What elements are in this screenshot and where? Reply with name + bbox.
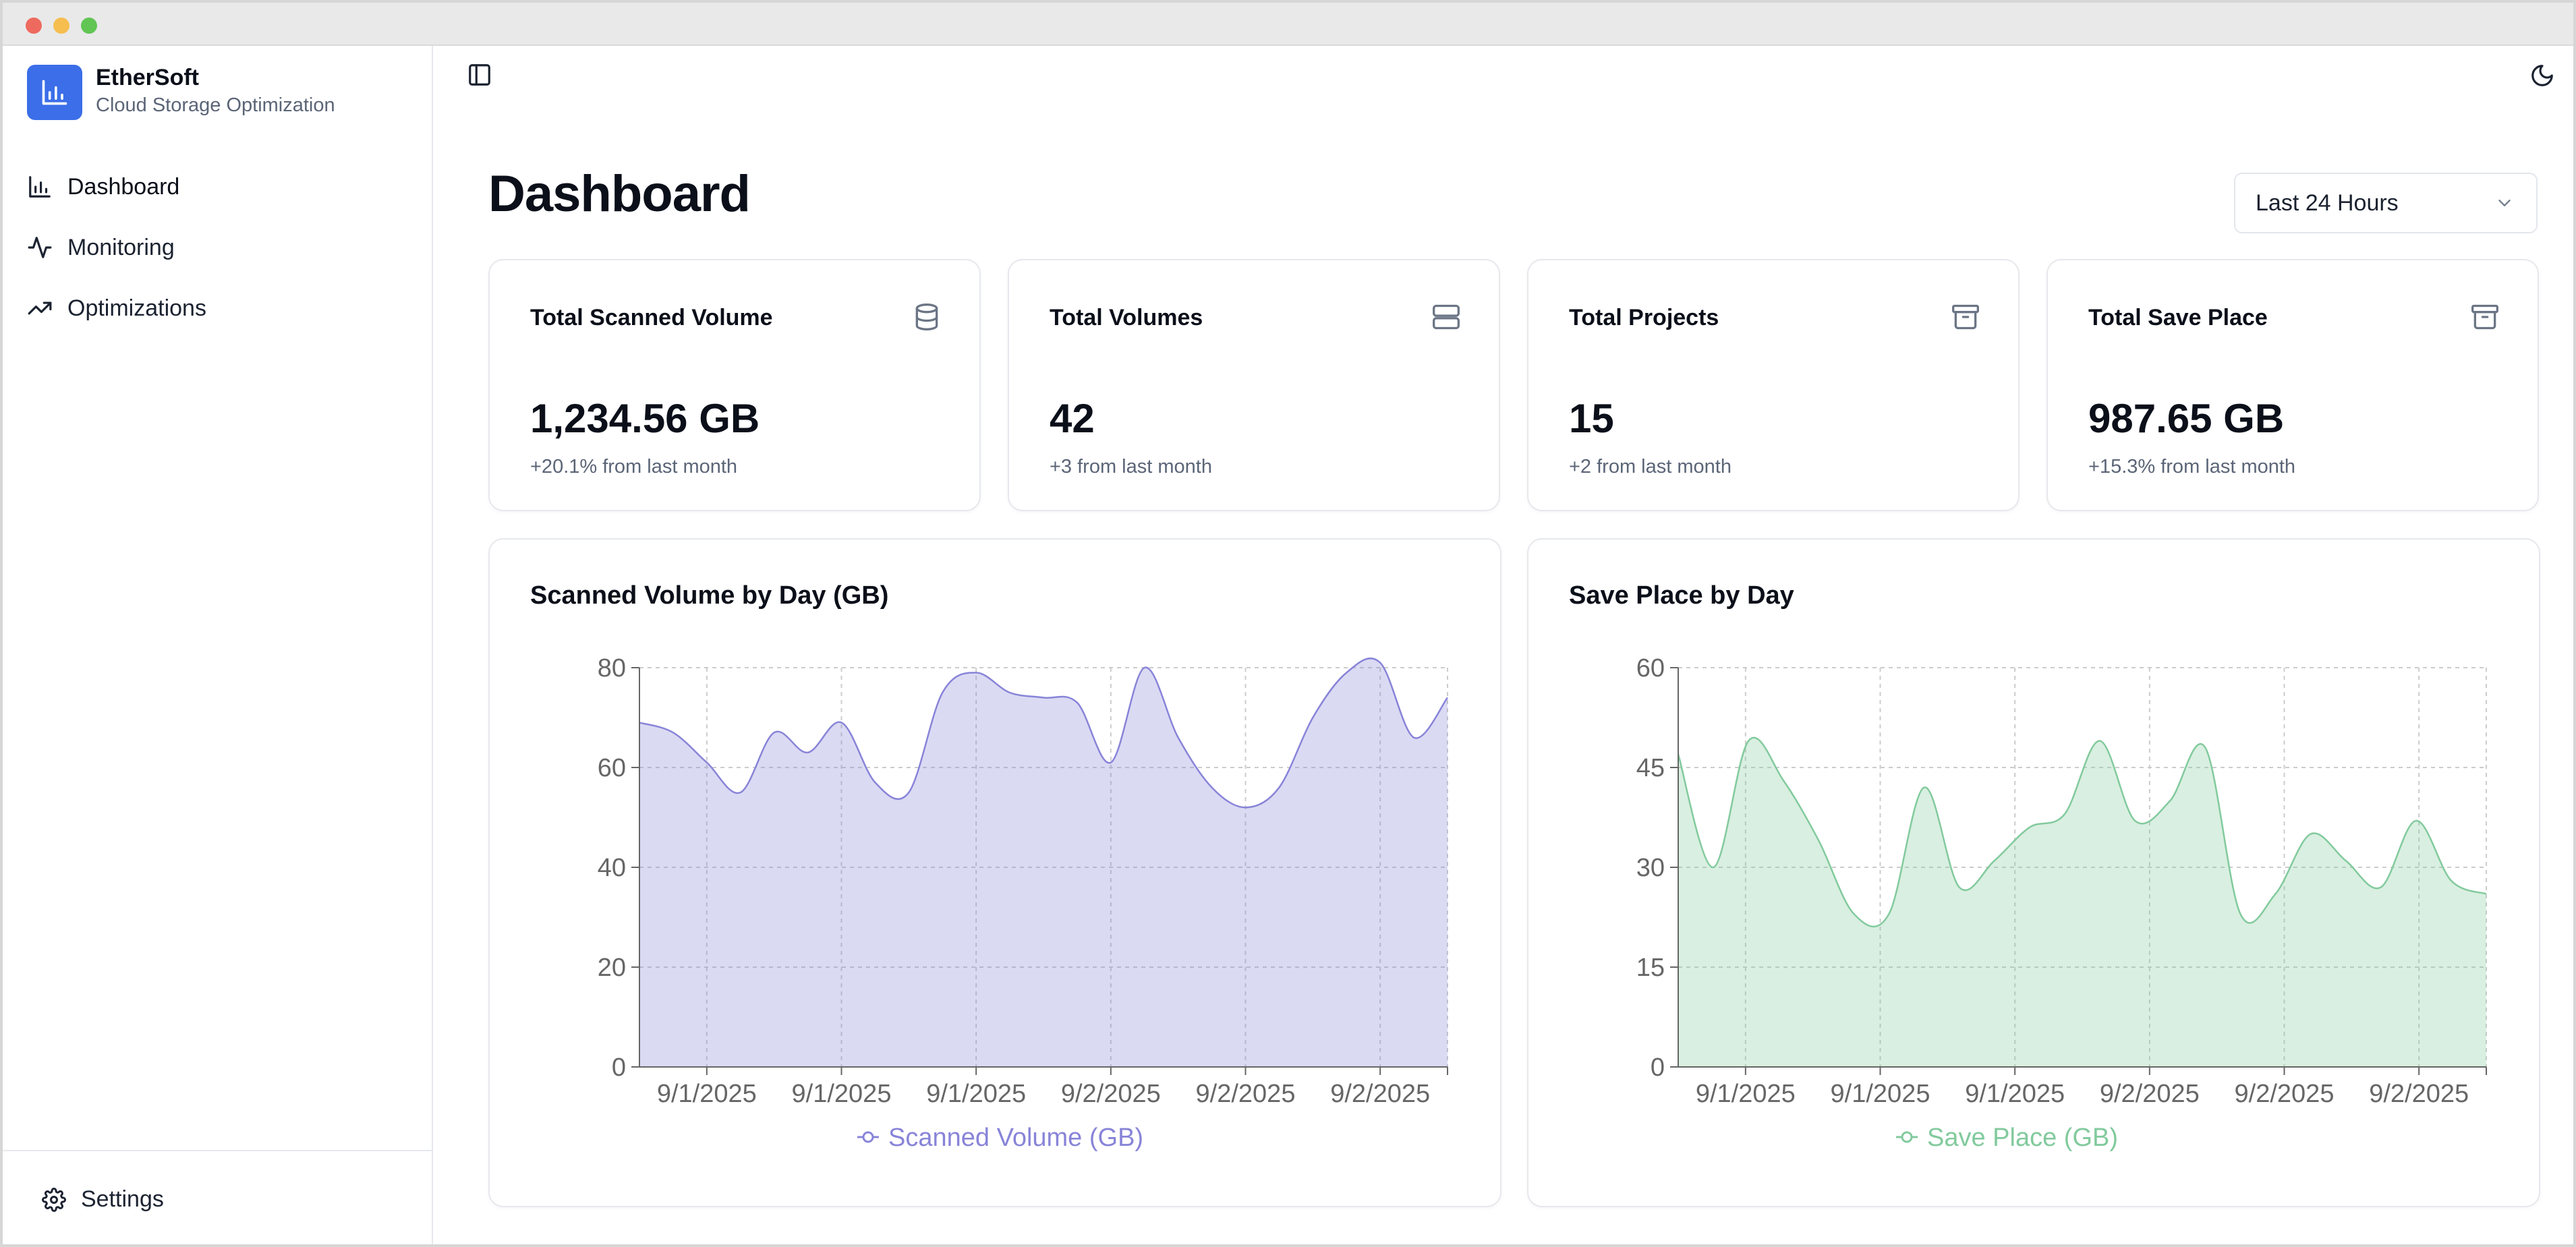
- sidebar-toggle-button[interactable]: [463, 58, 496, 92]
- archive-icon: [1952, 304, 1979, 330]
- series-area: [639, 658, 1448, 1067]
- y-tick-label: 30: [1636, 854, 1665, 882]
- stat-value: 15: [1569, 396, 1614, 441]
- y-tick-label: 0: [612, 1053, 626, 1082]
- y-tick-label: 20: [598, 954, 626, 982]
- chart-card-save-place: Save Place by Day 0 15 30 45 60 9/1/2025 9/1/2…: [1527, 538, 2540, 1207]
- y-tick-label: 60: [598, 754, 626, 782]
- x-tick-label: 9/1/2025: [792, 1080, 892, 1108]
- chart-grid: [639, 667, 1448, 1067]
- stat-title: Total Save Place: [2088, 305, 2268, 330]
- chart-card-scanned-volume: Scanned Volume by Day (GB) 0 20 40 60 80 9/1/…: [488, 538, 1501, 1207]
- sidebar-toggle-icon: [469, 64, 490, 86]
- sidebar-item-monitoring[interactable]: Monitoring: [27, 224, 405, 271]
- database-icon: [915, 303, 938, 330]
- x-tick-label: 9/2/2025: [2235, 1080, 2335, 1108]
- stat-change: +3 from last month: [1050, 456, 1212, 477]
- sidebar-item-label: Dashboard: [67, 173, 180, 200]
- x-tick-label: 9/2/2025: [2100, 1080, 2200, 1108]
- moon-icon: [2531, 65, 2553, 86]
- window-titlebar: [3, 3, 2573, 46]
- settings-label: Settings: [81, 1186, 164, 1212]
- x-tick-label: 9/1/2025: [1965, 1080, 2065, 1108]
- legend-marker: [862, 1131, 874, 1143]
- stat-title: Total Volumes: [1050, 305, 1203, 330]
- y-tick-label: 45: [1636, 754, 1665, 782]
- archive-icon: [2471, 304, 2498, 330]
- time-range-select[interactable]: Last 24 Hours: [2234, 173, 2538, 233]
- chart-legend: Scanned Volume (GB): [857, 1124, 1143, 1152]
- x-tick-label: 9/2/2025: [1330, 1080, 1430, 1108]
- x-tick-label: 9/1/2025: [657, 1080, 757, 1108]
- bar-chart-icon: [42, 80, 67, 105]
- sidebar-item-label: Optimizations: [67, 295, 206, 321]
- stat-card-total-save-place: Total Save Place 987.65 GB +15.3% from l…: [2047, 259, 2539, 511]
- time-range-value: Last 24 Hours: [2256, 190, 2399, 216]
- sidebar-footer: Settings: [3, 1150, 432, 1244]
- stat-card-total-scanned-volume: Total Scanned Volume 1,234.56 GB +20.1% …: [488, 259, 981, 511]
- brand-logo: [27, 65, 82, 120]
- series-line: [639, 658, 1449, 809]
- stat-card-total-volumes: Total Volumes 42 +3 from last month: [1008, 259, 1500, 511]
- minimize-window-button[interactable]: [53, 18, 69, 34]
- stat-value: 42: [1050, 396, 1095, 441]
- chart-title: Scanned Volume by Day (GB): [530, 581, 889, 610]
- theme-toggle-button[interactable]: [2523, 57, 2561, 94]
- stat-card-total-projects: Total Projects 15 +2 from last month: [1527, 259, 2020, 511]
- trending-up-icon: [28, 301, 52, 315]
- chart-grid: [1678, 667, 2487, 1067]
- y-tick-label: 0: [1651, 1053, 1665, 1082]
- sidebar-item-dashboard[interactable]: Dashboard: [27, 163, 405, 210]
- legend-marker: [1901, 1131, 1913, 1143]
- x-tick-label: 9/1/2025: [1831, 1080, 1930, 1108]
- activity-icon: [28, 237, 52, 258]
- x-tick-label: 9/2/2025: [2369, 1080, 2469, 1108]
- series-line: [1677, 736, 2487, 928]
- x-tick-label: 9/2/2025: [1196, 1080, 1296, 1108]
- close-window-button[interactable]: [26, 18, 42, 34]
- server-icon: [1433, 304, 1460, 330]
- bar-chart-icon: [29, 176, 51, 198]
- y-tick-label: 15: [1636, 954, 1665, 982]
- chevron-down-icon: [2498, 200, 2511, 206]
- x-tick-label: 9/1/2025: [1696, 1080, 1796, 1108]
- stat-change: +15.3% from last month: [2088, 456, 2296, 477]
- stat-change: +20.1% from last month: [530, 456, 738, 477]
- maximize-window-button[interactable]: [81, 18, 97, 34]
- stat-change: +2 from last month: [1569, 456, 1731, 477]
- legend-label: Save Place (GB): [1927, 1124, 2118, 1152]
- main-content: Dashboard Last 24 Hours Total Scanned Vo…: [434, 46, 2573, 1244]
- x-tick-label: 9/1/2025: [926, 1080, 1026, 1108]
- gear-icon: [42, 1187, 66, 1212]
- stat-value: 987.65 GB: [2088, 396, 2285, 441]
- x-tick-label: 9/2/2025: [1061, 1080, 1161, 1108]
- save-place-chart: 0 15 30 45 60 9/1/2025 9/1/2025 9/1/2025 9/2/202…: [1636, 654, 2487, 1152]
- chart-title: Save Place by Day: [1569, 581, 1794, 610]
- stat-value: 1,234.56 GB: [530, 396, 760, 441]
- y-tick-label: 40: [598, 854, 626, 882]
- page-title: Dashboard: [488, 165, 751, 223]
- brand-name: EtherSoft: [96, 65, 199, 90]
- scanned-volume-chart: 0 20 40 60 80 9/1/2025 9/1/2025 9/1/2025 9/2/202…: [598, 654, 1449, 1152]
- series-area: [1678, 737, 2486, 1067]
- stat-title: Total Projects: [1569, 305, 1719, 330]
- sidebar-item-label: Monitoring: [67, 234, 175, 260]
- sidebar-item-optimizations[interactable]: Optimizations: [27, 285, 405, 332]
- y-tick-label: 60: [1636, 654, 1665, 683]
- y-tick-label: 80: [598, 654, 626, 683]
- chart-legend: Save Place (GB): [1896, 1124, 2118, 1152]
- legend-label: Scanned Volume (GB): [888, 1124, 1143, 1152]
- sidebar: EtherSoft Cloud Storage Optimization Das…: [3, 46, 433, 1244]
- settings-button[interactable]: Settings: [42, 1186, 164, 1213]
- stat-title: Total Scanned Volume: [530, 305, 773, 330]
- brand-subtitle: Cloud Storage Optimization: [96, 94, 335, 116]
